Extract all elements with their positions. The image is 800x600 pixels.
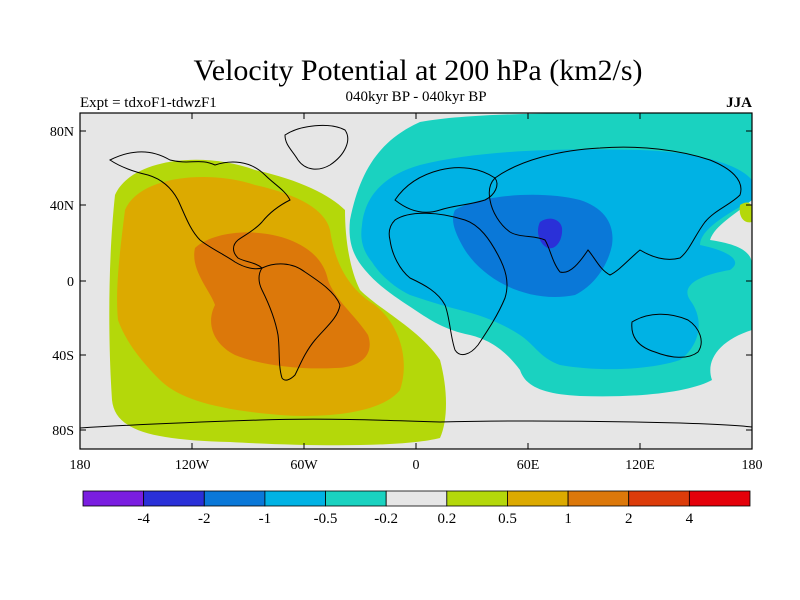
colorbar-swatch xyxy=(507,490,569,507)
colorbar-swatch xyxy=(82,490,145,507)
coast-antarctica xyxy=(79,418,753,429)
lon-label: 180 xyxy=(742,458,763,473)
colorbar-label: 2 xyxy=(625,511,633,527)
coast-greenland xyxy=(284,125,349,170)
colorbar-swatch xyxy=(264,490,326,507)
map-panel xyxy=(79,112,753,450)
colorbar-label: 0.5 xyxy=(498,511,517,527)
colorbar-label: -1 xyxy=(259,511,272,527)
colorbar-label: 0.2 xyxy=(437,511,456,527)
colorbar-swatch xyxy=(628,490,690,507)
lat-label: 80S xyxy=(52,424,74,439)
colorbar: -4 -2 -1 -0.5 -0.2 0.2 0.5 1 2 4 xyxy=(82,490,751,527)
colorbar-label: -0.2 xyxy=(374,511,398,527)
colorbar-swatch xyxy=(385,490,448,507)
contour-pos-1 xyxy=(194,232,370,369)
colorbar-swatch xyxy=(688,490,751,507)
lon-label: 0 xyxy=(413,458,420,473)
lon-label: 120W xyxy=(175,458,210,473)
contour-pos-0.2-east xyxy=(739,202,752,223)
axis-ticks xyxy=(79,113,753,449)
experiment-label: Expt = tdxoF1-tdwzF1 xyxy=(80,95,217,111)
contour-neg-1 xyxy=(452,194,613,297)
plot-title: Velocity Potential at 200 hPa (km2/s) xyxy=(193,54,642,87)
colorbar-label: -4 xyxy=(137,511,150,527)
colorbar-label: 4 xyxy=(686,511,694,527)
lat-label: 80N xyxy=(50,125,74,140)
contour-neg-2 xyxy=(537,218,563,249)
lon-label: 60W xyxy=(290,458,318,473)
coast-australia xyxy=(631,313,702,358)
season-label: JJA xyxy=(726,95,752,111)
coast-africa xyxy=(388,212,508,356)
colorbar-swatch xyxy=(446,490,508,507)
coast-south-america xyxy=(258,263,341,381)
lat-label: 40N xyxy=(50,199,74,214)
lon-label: 120E xyxy=(625,458,655,473)
coast-europe xyxy=(394,167,498,213)
colorbar-swatch xyxy=(203,490,266,507)
colorbar-swatch xyxy=(143,490,205,507)
coast-asia xyxy=(488,146,742,276)
colorbar-swatch xyxy=(325,490,387,507)
period-label: 040kyr BP - 040kyr BP xyxy=(345,89,486,105)
lon-label: 180 xyxy=(70,458,91,473)
latitude-labels: 80N 40N 0 40S 80S xyxy=(50,125,74,439)
colorbar-swatch xyxy=(567,490,630,507)
colorbar-label: -0.5 xyxy=(314,511,338,527)
coast-north-america xyxy=(109,151,291,270)
colorbar-label: -2 xyxy=(198,511,211,527)
lat-label: 40S xyxy=(52,349,74,364)
colorbar-label: 1 xyxy=(564,511,572,527)
coastlines xyxy=(79,125,753,429)
lat-label: 0 xyxy=(67,275,74,290)
longitude-labels: 180 120W 60W 0 60E 120E 180 xyxy=(70,458,763,473)
lon-label: 60E xyxy=(517,458,540,473)
